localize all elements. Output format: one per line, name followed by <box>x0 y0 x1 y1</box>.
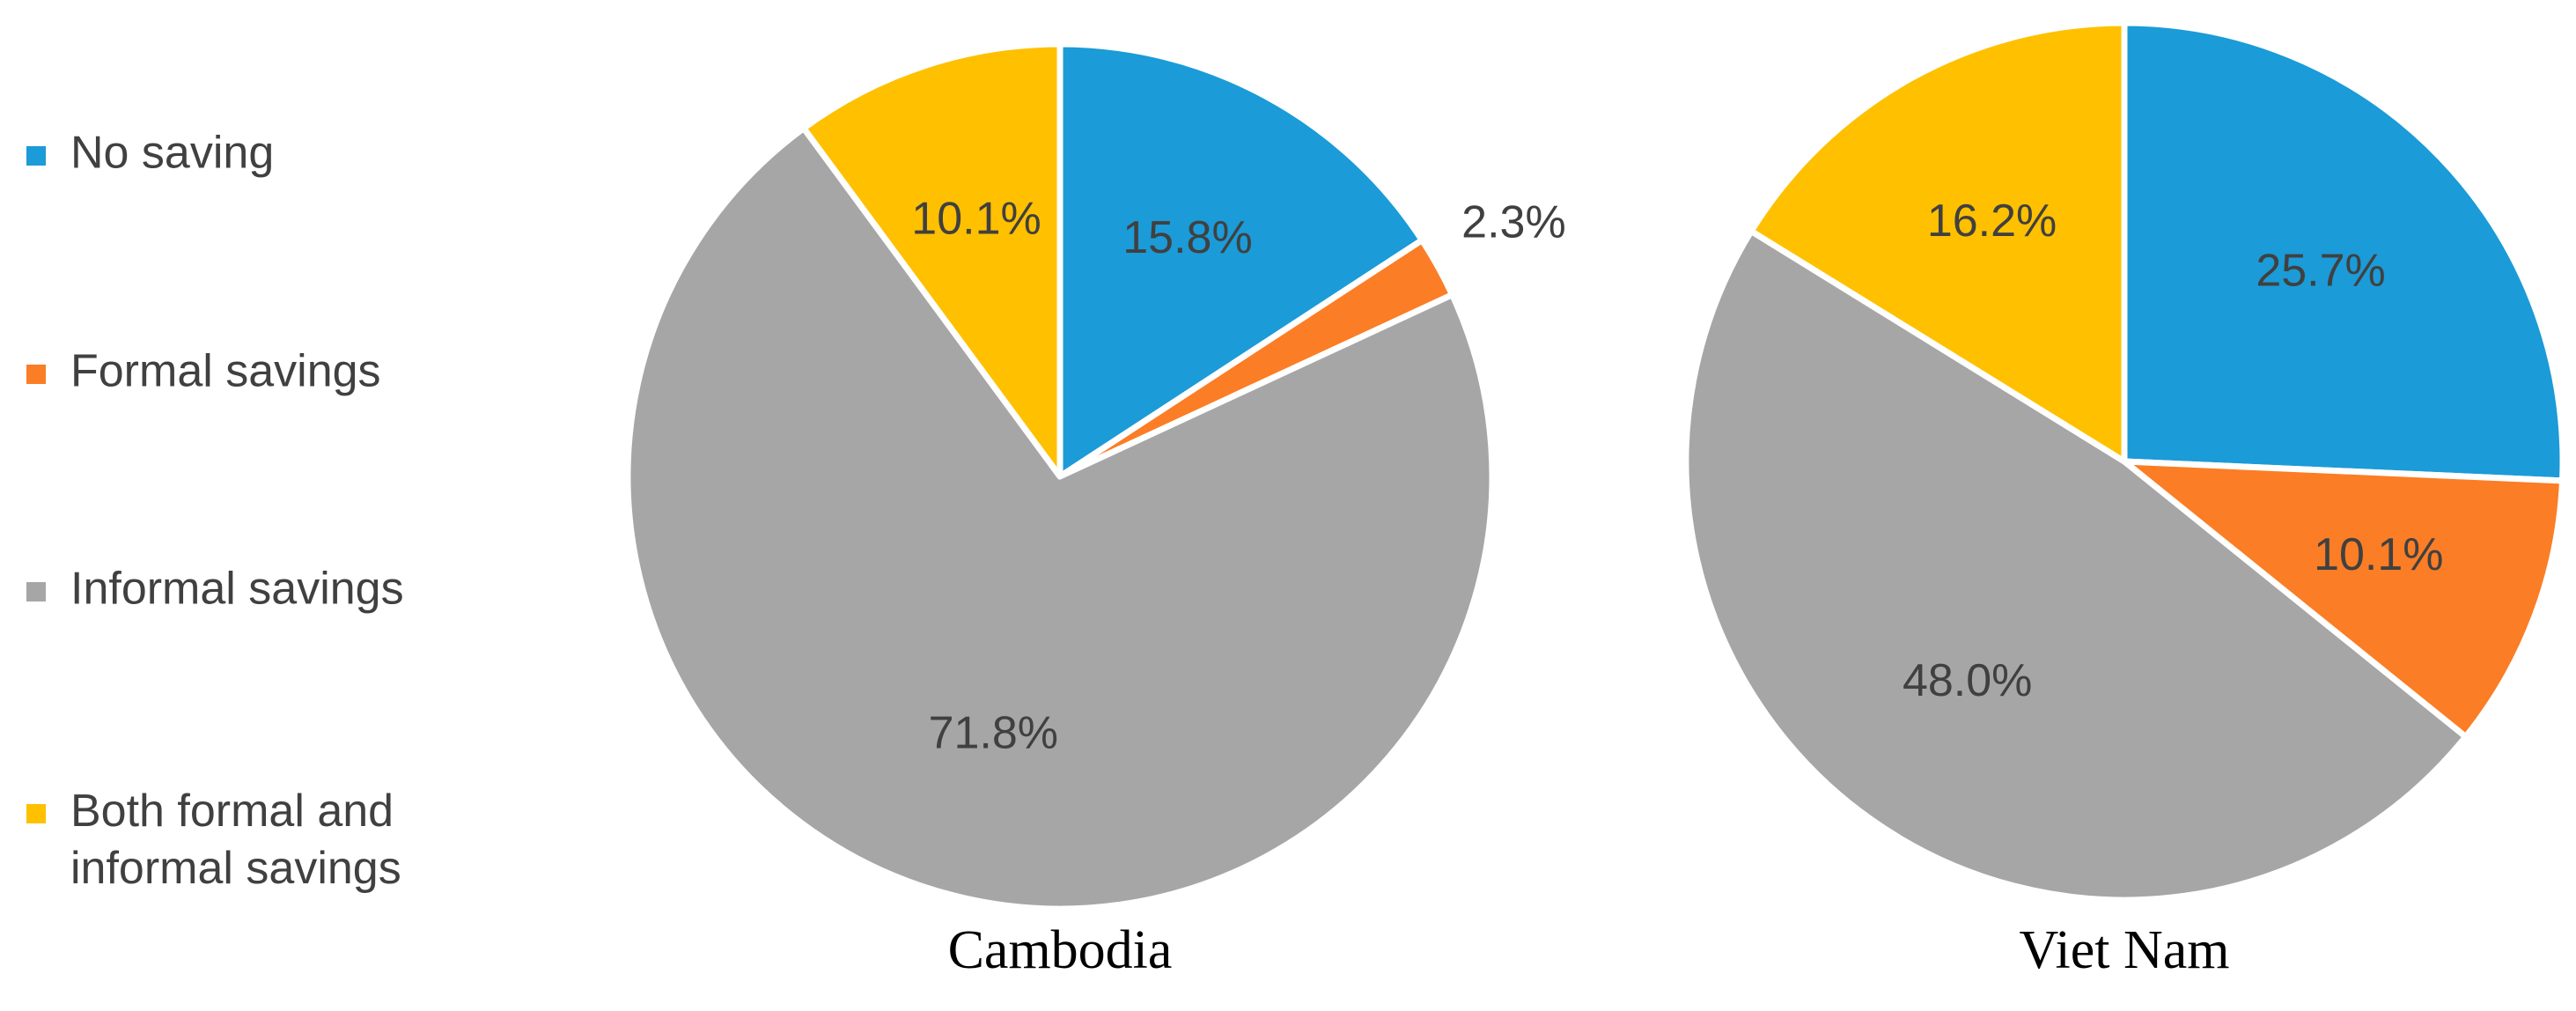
data-label: 48.0% <box>1903 655 2032 706</box>
pie-slice <box>2121 19 2566 484</box>
chart-title: Viet Nam <box>2019 920 2229 980</box>
data-label: 71.8% <box>929 708 1058 759</box>
data-label: 15.8% <box>1122 212 1252 263</box>
pie-slice <box>1682 227 2469 904</box>
legend-label: Both formal and informal savings <box>70 786 401 894</box>
pie-slice <box>800 41 1064 480</box>
data-label: 10.1% <box>911 194 1041 245</box>
data-label: 2.3% <box>1461 196 1566 247</box>
data-label: 25.7% <box>2256 245 2385 296</box>
legend-label: No saving <box>70 128 274 179</box>
pie-slice <box>624 125 1496 912</box>
chart-title: Cambodia <box>948 920 1173 980</box>
data-label: 10.1% <box>2314 529 2443 580</box>
data-label: 16.2% <box>1927 196 2057 247</box>
legend-label: Formal savings <box>70 346 381 397</box>
legend-label: Informal savings <box>70 564 404 615</box>
pie-slice <box>1748 19 2128 465</box>
legend-swatch <box>26 365 46 384</box>
pie-slice <box>2121 458 2566 741</box>
legend-swatch <box>26 804 46 823</box>
legend-swatch <box>26 146 46 166</box>
legend-swatch <box>26 582 46 601</box>
pie-slice <box>1056 41 1425 480</box>
